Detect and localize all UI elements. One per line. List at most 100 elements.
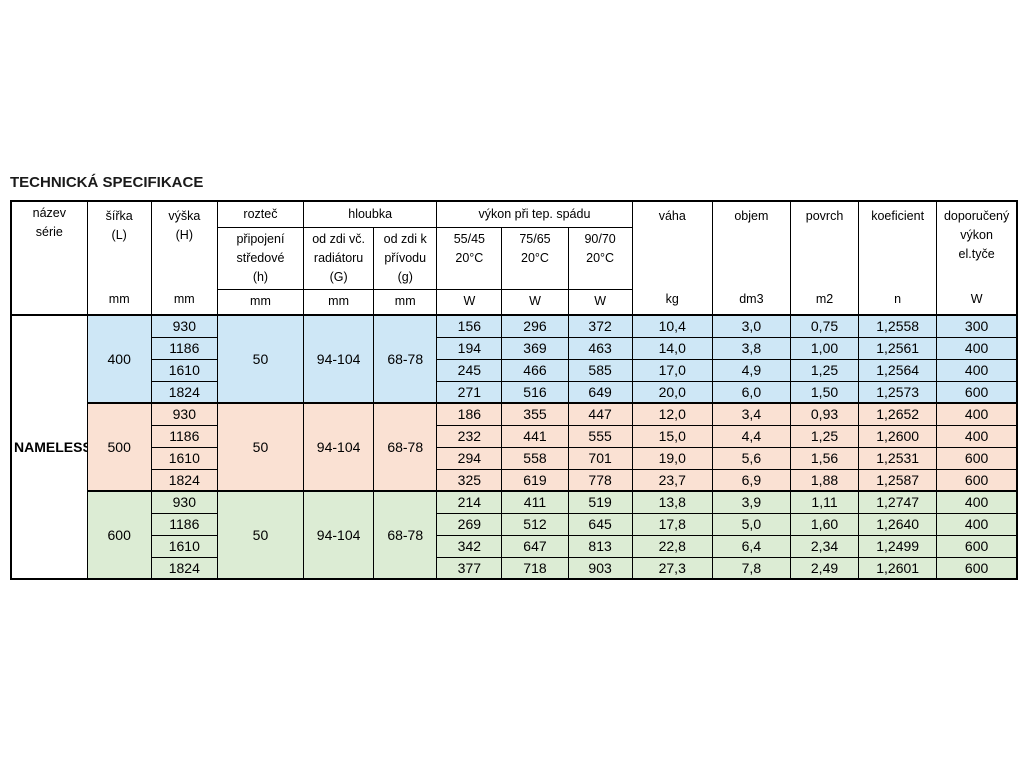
cell-w5545: 232 [436,424,503,448]
cell-sirka: 400 [86,314,152,404]
cell-vyska: 1824 [150,468,218,492]
subheader-od-zdi-vc: od zdi vč. radiátoru (G) [303,226,375,290]
cell-povrch: 0,93 [789,402,860,426]
cell-w7565: 355 [501,402,569,426]
col-header-koeficient: koeficient n [858,200,938,316]
cell-w5545: 342 [436,534,503,558]
cell-doporuceny: 600 [936,534,1018,558]
subheader-75-65: 75/65 20°C [501,226,569,290]
col-unit-label: m2 [815,292,834,306]
cell-w5545: 271 [436,380,503,404]
spec-row: 1186 232 441 555 15,0 4,4 1,25 1,2600 40… [11,424,1018,448]
cell-doporuceny: 600 [936,468,1018,492]
cell-koeficient: 1,2652 [858,402,938,426]
subheader-od-zdi-k: od zdi k přívodu (g) [373,226,438,290]
col-unit-label: n [894,292,902,306]
col-header-label: povrch [805,209,844,223]
cell-vyska: 1186 [150,336,218,360]
cell-objem: 6,0 [711,380,791,404]
cell-vyska: 930 [150,402,218,426]
cell-koeficient: 1,2600 [858,424,938,448]
cell-w5545: 325 [436,468,503,492]
col-unit-label: mm [173,292,195,306]
cell-doporuceny: 400 [936,424,1018,448]
cell-objem: 7,8 [711,556,791,580]
cell-doporuceny: 600 [936,380,1018,404]
cell-w9070: 778 [567,468,633,492]
cell-vaha: 13,8 [631,490,713,514]
cell-w5545: 156 [436,314,503,338]
unit-w-2: W [501,288,569,316]
spec-row: 500 930 50 94-104 68-78 186 355 447 12,0… [11,402,1018,492]
col-header-label: objem [734,209,769,223]
col-header-label: koeficient [871,209,925,223]
cell-povrch: 1,25 [789,358,860,382]
spec-row: 1610 342 647 813 22,8 6,4 2,34 1,2499 60… [11,534,1018,558]
cell-roztec: 50 [216,314,305,404]
cell-koeficient: 1,2561 [858,336,938,360]
cell-w7565: 512 [501,512,569,536]
spec-row: 1610 245 466 585 17,0 4,9 1,25 1,2564 40… [11,358,1018,382]
col-header-doporuceny: doporučený výkon el.tyče W [936,200,1018,316]
cell-vyska: 1610 [150,446,218,470]
cell-w9070: 649 [567,380,633,404]
cell-vyska: 930 [150,490,218,514]
cell-w5545: 194 [436,336,503,360]
cell-vaha: 17,8 [631,512,713,536]
cell-hloubka-G: 94-104 [303,490,375,580]
cell-koeficient: 1,2747 [858,490,938,514]
cell-objem: 5,6 [711,446,791,470]
cell-doporuceny: 600 [936,556,1018,580]
unit-hloubka-g: mm [373,288,438,316]
cell-povrch: 0,75 [789,314,860,338]
cell-w7565: 411 [501,490,569,514]
col-header-povrch: povrch m2 [789,200,860,316]
col-header-vaha: váha kg [631,200,713,316]
col-header-label: šířka (L) [105,209,133,242]
cell-povrch: 1,60 [789,512,860,536]
unit-w-1: W [436,288,503,316]
cell-koeficient: 1,2640 [858,512,938,536]
cell-vaha: 14,0 [631,336,713,360]
cell-doporuceny: 400 [936,512,1018,536]
cell-w9070: 585 [567,358,633,382]
cell-w7565: 516 [501,380,569,404]
cell-sirka: 500 [86,402,152,492]
header-row-sub: připojení středové (h) od zdi vč. radiát… [11,226,1017,290]
col-header-objem: objem dm3 [711,200,791,316]
cell-objem: 3,9 [711,490,791,514]
cell-povrch: 2,34 [789,534,860,558]
unit-hloubka-G: mm [303,288,375,316]
cell-vaha: 10,4 [631,314,713,338]
cell-vaha: 12,0 [631,402,713,426]
cell-w5545: 269 [436,512,503,536]
cell-w9070: 463 [567,336,633,360]
spec-row: 1824 377 718 903 27,3 7,8 2,49 1,2601 60… [11,556,1018,580]
cell-objem: 4,9 [711,358,791,382]
col-header-roztec: rozteč [216,200,305,228]
cell-roztec: 50 [216,402,305,492]
cell-vaha: 20,0 [631,380,713,404]
cell-w9070: 447 [567,402,633,426]
subheader-pripojeni: připojení středové (h) [216,226,305,290]
col-header-vykon: výkon při tep. spádu [436,200,633,228]
col-header-label: výška (H) [168,209,201,242]
cell-doporuceny: 300 [936,314,1018,338]
cell-objem: 3,0 [711,314,791,338]
spec-row: 1824 271 516 649 20,0 6,0 1,50 1,2573 60… [11,380,1018,404]
cell-w9070: 372 [567,314,633,338]
cell-koeficient: 1,2499 [858,534,938,558]
cell-objem: 3,8 [711,336,791,360]
spec-row: 600 930 50 94-104 68-78 214 411 519 13,8… [11,490,1018,580]
cell-objem: 5,0 [711,512,791,536]
cell-w5545: 294 [436,446,503,470]
cell-doporuceny: 400 [936,402,1018,426]
cell-w5545: 214 [436,490,503,514]
cell-w7565: 296 [501,314,569,338]
cell-povrch: 1,88 [789,468,860,492]
cell-w9070: 519 [567,490,633,514]
col-header-label: váha [658,209,686,223]
cell-objem: 4,4 [711,424,791,448]
cell-koeficient: 1,2531 [858,446,938,470]
